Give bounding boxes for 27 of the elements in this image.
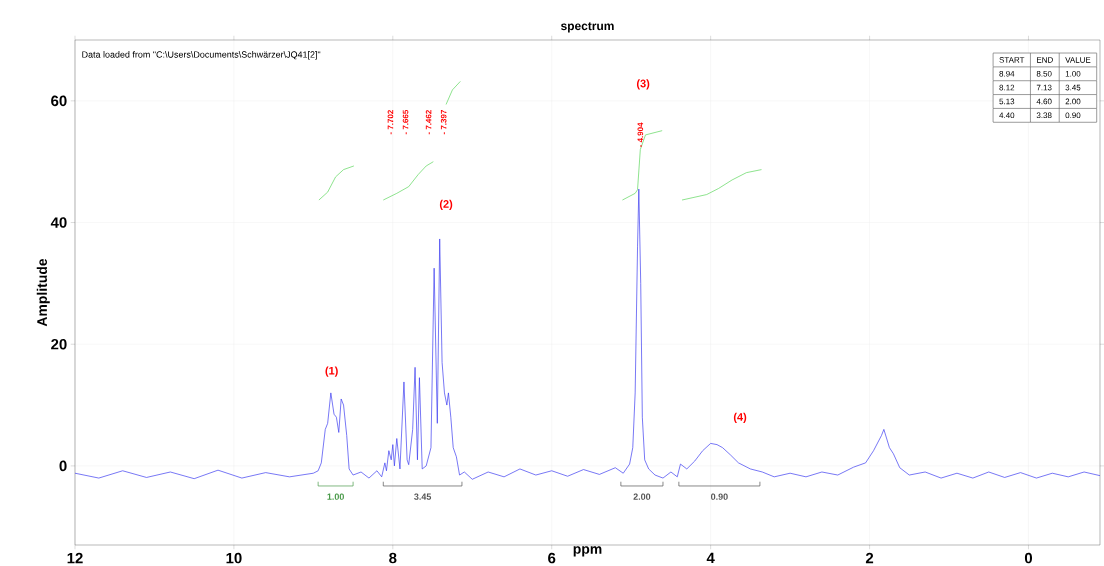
x-tick-label: 12 (67, 552, 83, 564)
annotation: 2.00 (633, 493, 651, 500)
x-tick-label: 8 (389, 552, 397, 564)
annotation: (3) (636, 79, 650, 90)
x-tick-label: 0 (1024, 552, 1033, 564)
y-tick-label: 60 (51, 95, 67, 107)
y-tick-label: 20 (51, 338, 67, 350)
annotation: (2) (439, 199, 453, 210)
x-tick-label: 10 (226, 552, 242, 564)
line-series (74, 188, 1101, 480)
annotation: 0.90 (711, 493, 728, 500)
annotation: 3.45 (414, 493, 432, 500)
y-tick-label: 40 (50, 217, 67, 228)
x-tick-label: 4 (706, 552, 715, 564)
annotation: (1) (325, 366, 338, 377)
line-series (382, 161, 434, 201)
annotation: 1.00 (327, 493, 344, 500)
annotation: Data loaded from "C:\Users\Documents\Schwärzer\JQ41[2]" (82, 51, 321, 60)
y-axis-title: Amplitude (36, 258, 50, 327)
x-tick-label: 6 (548, 552, 556, 564)
chart-title: spectrum (561, 22, 614, 33)
line-series (681, 169, 762, 201)
y-tick-label: 0 (59, 460, 67, 472)
x-tick-label: 2 (865, 552, 874, 564)
annotation: (4) (733, 412, 747, 423)
line-series (318, 165, 355, 201)
x-axis-title: ppm (573, 546, 602, 557)
